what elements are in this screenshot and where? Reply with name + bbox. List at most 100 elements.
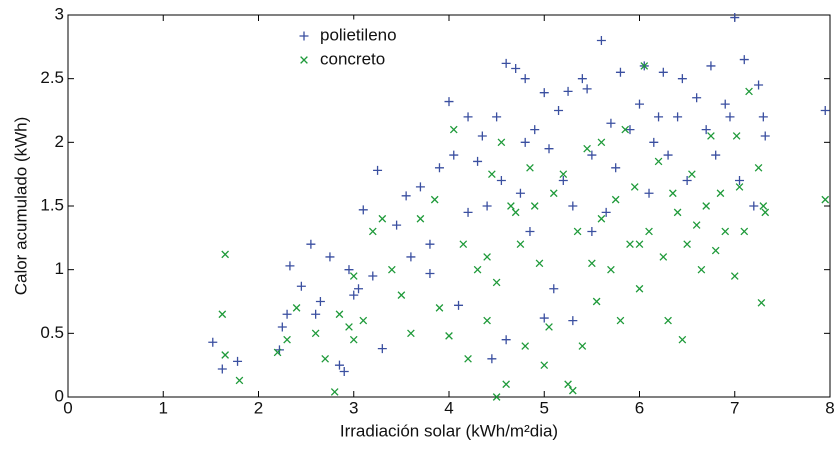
point <box>635 284 644 293</box>
point <box>539 88 549 98</box>
y-tick-label: 3 <box>55 4 64 23</box>
point <box>526 163 534 172</box>
point <box>349 272 358 280</box>
point <box>626 240 634 249</box>
point <box>664 316 672 325</box>
legend-box <box>289 19 421 77</box>
legend-marker <box>300 56 308 64</box>
point <box>673 208 682 217</box>
point <box>635 240 644 249</box>
point <box>720 99 730 109</box>
point <box>335 310 344 319</box>
point <box>601 207 611 217</box>
point <box>449 125 458 134</box>
point <box>754 163 763 172</box>
point <box>330 388 339 396</box>
point <box>325 252 335 262</box>
point <box>444 97 454 107</box>
point <box>235 376 244 385</box>
point <box>377 344 387 354</box>
point <box>520 74 530 84</box>
x-axis-label: Irradiación solar (kWh/m²dia) <box>340 421 558 440</box>
point <box>358 205 368 215</box>
point <box>501 335 511 345</box>
point <box>820 106 830 115</box>
point <box>692 93 702 103</box>
x-tick-label: 5 <box>540 398 549 417</box>
point <box>673 112 683 122</box>
point <box>283 335 291 344</box>
point <box>759 202 768 210</box>
point <box>392 220 402 230</box>
point <box>732 132 741 140</box>
point <box>697 265 706 274</box>
y-tick-label: 2 <box>55 132 64 151</box>
point <box>535 259 544 268</box>
point <box>525 226 535 236</box>
point <box>596 35 606 45</box>
point <box>221 250 229 259</box>
point <box>659 253 668 261</box>
point <box>554 106 564 115</box>
y-axis-label: Calor acumulado (kWh) <box>11 117 30 296</box>
point <box>406 252 416 262</box>
point <box>587 150 597 160</box>
point <box>683 240 691 249</box>
x-tick-label: 3 <box>349 398 358 417</box>
point <box>315 297 325 306</box>
point <box>483 253 491 261</box>
point <box>454 300 464 310</box>
point <box>597 138 606 147</box>
point <box>578 342 587 350</box>
point <box>549 189 558 198</box>
point <box>311 329 320 338</box>
x-tick-label: 4 <box>444 398 453 417</box>
point <box>745 87 753 96</box>
point <box>488 170 496 179</box>
point <box>233 356 243 366</box>
point <box>277 322 287 332</box>
x-tick-label: 8 <box>825 398 834 417</box>
point <box>459 240 468 249</box>
x-tick-label: 0 <box>63 398 72 417</box>
point <box>615 67 625 77</box>
point <box>606 118 616 128</box>
point <box>607 265 615 274</box>
point <box>521 342 530 350</box>
point <box>497 138 506 147</box>
point <box>296 281 306 291</box>
point <box>368 271 378 281</box>
point <box>640 62 649 70</box>
point <box>520 137 530 147</box>
point <box>630 183 639 191</box>
point <box>611 163 621 173</box>
point <box>735 176 745 186</box>
point <box>568 386 577 395</box>
point <box>511 208 520 217</box>
point <box>487 354 497 364</box>
y-tick-label: 1 <box>55 259 64 278</box>
point <box>388 265 396 274</box>
point <box>730 272 739 280</box>
point <box>711 150 721 160</box>
point <box>507 202 515 210</box>
point <box>292 304 301 312</box>
point <box>682 176 692 186</box>
point <box>530 202 539 210</box>
point <box>435 304 444 312</box>
point <box>645 227 653 236</box>
point <box>721 227 730 236</box>
point <box>511 63 521 73</box>
y-tick-label: 0.5 <box>40 323 64 342</box>
point <box>821 195 830 204</box>
point <box>282 309 292 319</box>
point <box>430 195 439 204</box>
point <box>564 380 572 389</box>
point <box>658 67 668 77</box>
point <box>725 112 735 122</box>
point <box>730 13 740 23</box>
point <box>501 58 511 68</box>
point <box>339 367 349 377</box>
point <box>663 150 673 160</box>
point <box>677 74 687 84</box>
